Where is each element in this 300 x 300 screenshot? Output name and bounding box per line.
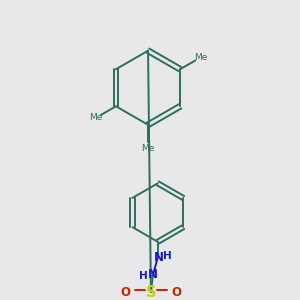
Text: H: H xyxy=(139,271,148,281)
Text: S: S xyxy=(146,285,156,300)
Text: Me: Me xyxy=(194,53,207,62)
Text: Me: Me xyxy=(89,113,102,122)
Text: N: N xyxy=(154,251,164,264)
Text: N: N xyxy=(148,268,158,281)
Text: O: O xyxy=(171,286,181,299)
Text: H: H xyxy=(163,251,172,261)
Text: Me: Me xyxy=(141,144,155,153)
Text: O: O xyxy=(121,286,130,299)
